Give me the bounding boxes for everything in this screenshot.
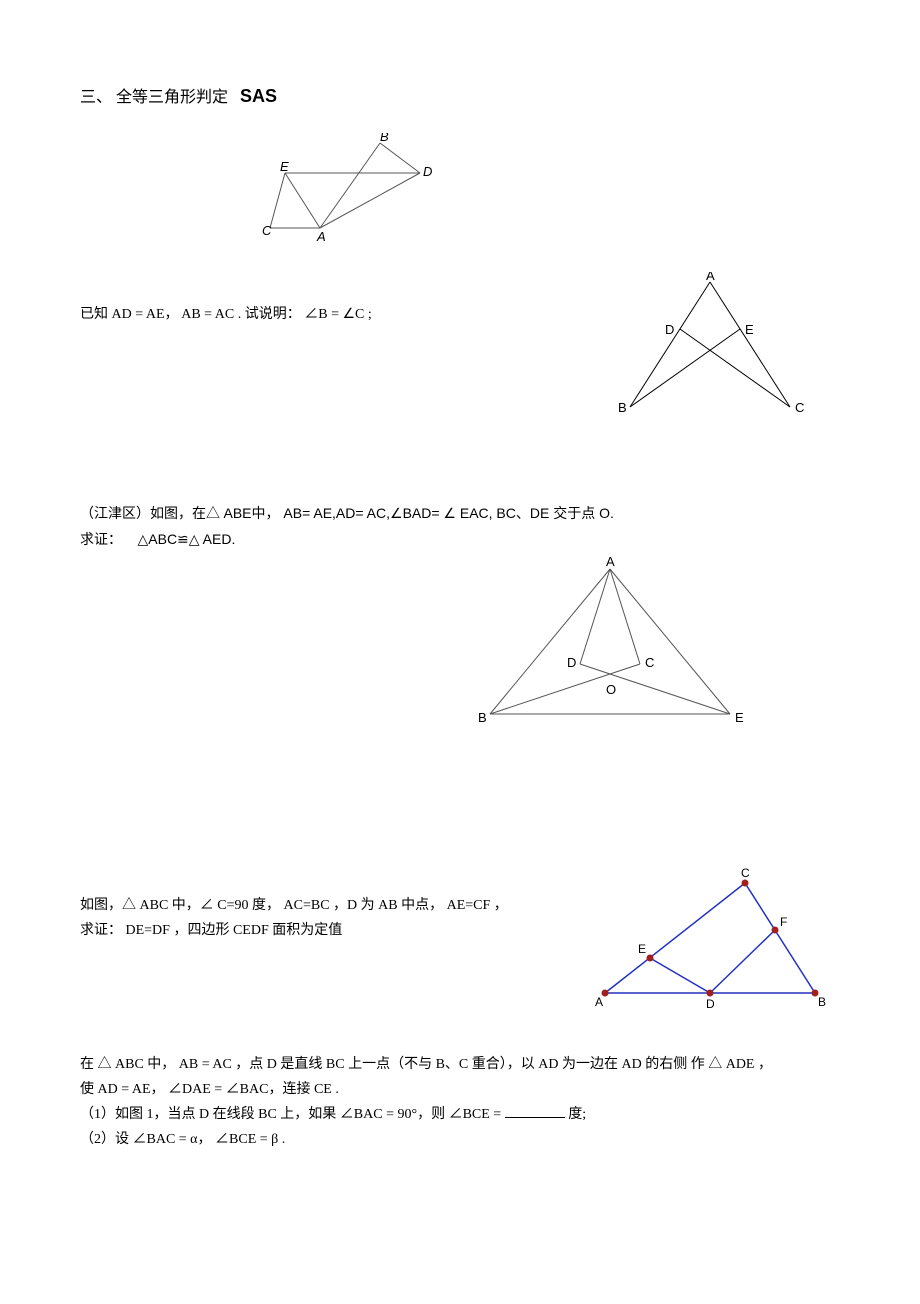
problem-1: 已知 AD = AE， AB = AC . 试说明： ∠B = ∠C ; A D… [80,272,840,431]
label-e: E [745,322,754,337]
label-d: D [665,322,674,337]
p4-q1a: （1）如图 1，当点 D 在线段 BC 上，如果 ∠BAC = 90°，则 ∠B… [80,1107,501,1122]
label-c: C [741,866,750,880]
p1-text: 已知 AD = AE， AB = AC . 试说明： ∠B = ∠C ; [80,307,372,322]
p4-line2: 使 AD = AE， ∠DAE = ∠BAC，连接 CE . [80,1077,840,1102]
figure-1: A D E B C [590,272,840,422]
label-f: F [780,915,787,929]
label-b: B [618,400,627,415]
figure-1-small: B E D C A [250,133,840,252]
blank-field[interactable] [505,1103,565,1118]
label-d: D [423,164,432,179]
label-a: A [606,554,615,569]
problem-3: 如图，△ ABC 中，∠ C=90 度， AC=BC ，D 为 AB 中点， A… [80,863,840,1022]
label-e: E [638,942,646,956]
label-o: O [606,682,616,697]
label-b: B [818,995,826,1009]
label-a: A [706,272,715,283]
p2-line1a: （江津区）如图，在△ [80,507,220,522]
p4-q1b: 度; [568,1107,586,1122]
label-d: D [706,997,715,1011]
label-b: B [380,133,389,144]
label-c: C [645,655,654,670]
label-c: C [262,223,272,238]
label-d: D [567,655,576,670]
problem-2: （江津区）如图，在△ ABE中， AB= AE,AD= AC,∠BAD= ∠ E… [80,501,840,743]
label-b: B [478,710,487,725]
label-e: E [735,710,744,725]
label-c: C [795,400,804,415]
p2-line2a: 求证： [80,533,122,548]
section-title: 三、 全等三角形判定 SAS [80,80,840,113]
p4-line1: 在 △ ABC 中， AB = AC ，点 D 是直线 BC 上一点（不与 B、… [80,1052,840,1077]
figure-2: A D C O B E [460,554,760,734]
title-method: SAS [240,86,277,106]
p2-line1b: ABE中， AB= AE,AD= AC,∠BAD= ∠ EAC, BC、DE 交… [224,505,614,521]
p3-line1: 如图，△ ABC 中，∠ C=90 度， AC=BC ，D 为 AB 中点， A… [80,893,580,918]
problem-4: 在 △ ABC 中， AB = AC ，点 D 是直线 BC 上一点（不与 B、… [80,1052,840,1153]
label-a: A [595,995,603,1009]
p4-q2: （2）设 ∠BAC = α， ∠BCE = β . [80,1127,840,1152]
p2-line2b: △ABC≌△ AED. [138,531,236,547]
label-e: E [280,159,289,174]
title-prefix: 三、 全等三角形判定 [80,89,228,106]
label-a: A [316,229,326,243]
p3-line2: 求证： DE=DF ，四边形 CEDF 面积为定值 [80,918,580,943]
figure-3: C F E A D B [580,863,840,1013]
